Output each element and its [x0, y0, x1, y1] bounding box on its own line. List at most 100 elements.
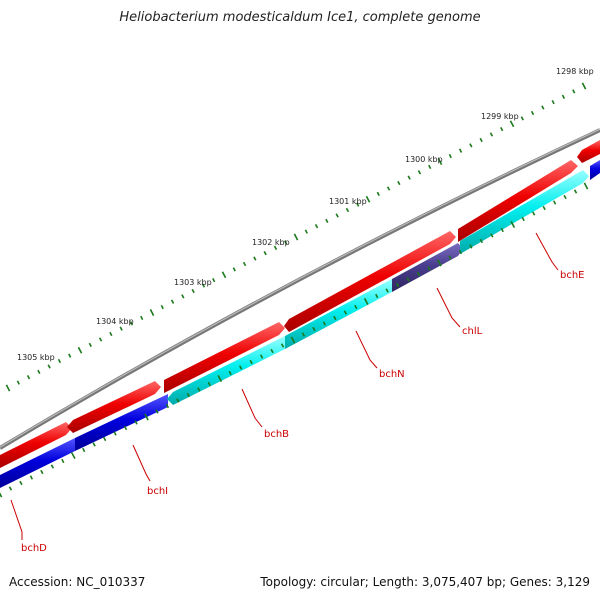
gene-bchI-arrow[interactable] [75, 394, 168, 451]
minor-tick [354, 304, 358, 310]
minor-tick [82, 447, 86, 453]
minor-tick [61, 458, 65, 464]
minor-tick [273, 245, 278, 250]
minor-tick [16, 380, 20, 385]
major-tick [70, 452, 76, 459]
minor-tick [57, 358, 62, 364]
minor-tick [155, 409, 159, 414]
minor-tick [395, 282, 400, 288]
reverse-cds-track [0, 160, 600, 488]
major-tick [583, 182, 589, 190]
minor-tick [375, 293, 379, 299]
minor-tick [37, 369, 41, 374]
minor-tick [191, 288, 195, 294]
minor-tick [284, 240, 288, 245]
minor-tick [520, 116, 524, 121]
kbp-label: 1305 kbp [17, 353, 55, 362]
minor-tick [479, 238, 484, 244]
minor-tick [47, 364, 51, 369]
major-tick [437, 259, 442, 267]
minor-tick [201, 283, 206, 288]
minor-tick [531, 211, 536, 216]
minor-tick [50, 464, 55, 469]
minor-tick [129, 321, 134, 326]
forward-cds-segment[interactable] [164, 322, 285, 393]
forward-cds-segment[interactable] [458, 160, 578, 242]
minor-tick [322, 321, 327, 326]
major-tick [217, 375, 223, 382]
gene-bchN-arrow[interactable] [285, 279, 392, 349]
minor-tick [181, 294, 185, 299]
major-tick [510, 221, 516, 228]
minor-tick [249, 359, 253, 365]
genome-backbone [0, 128, 600, 450]
forward-cds-segment[interactable] [577, 140, 600, 163]
minor-tick [98, 337, 103, 342]
minor-tick [428, 164, 432, 170]
reverse-cds-segment[interactable] [590, 160, 600, 180]
minor-tick [228, 370, 232, 376]
minor-tick [416, 271, 421, 277]
minor-tick [176, 398, 180, 403]
kbp-label: 1301 kbp [329, 197, 367, 206]
genome-summary-text: Topology: circular; Length: 3,075,407 bp… [260, 575, 590, 589]
minor-tick [345, 207, 350, 213]
minor-tick [552, 200, 557, 205]
forward-cds-segment[interactable] [0, 422, 72, 468]
gene-label-bchN[interactable]: bchN [379, 369, 405, 380]
gene-bchB-arrow[interactable] [167, 336, 285, 405]
minor-tick [406, 277, 410, 282]
gene-label-chlL[interactable]: chlL [462, 326, 483, 337]
map-title: Heliobacterium modesticaldum Ice1, compl… [119, 10, 481, 25]
minor-tick [458, 148, 463, 153]
minor-tick [8, 486, 13, 491]
gene-label-bchE[interactable]: bchE [560, 270, 585, 281]
minor-tick [335, 213, 339, 218]
minor-tick [123, 425, 128, 431]
major-tick [0, 492, 3, 498]
gene-label-bchD[interactable]: bchD [21, 543, 47, 554]
major-tick [363, 298, 369, 305]
minor-tick [521, 216, 525, 222]
minor-tick [448, 153, 452, 159]
minor-tick [19, 480, 23, 486]
minor-tick [186, 392, 191, 398]
minor-tick [40, 469, 44, 475]
major-tick [293, 233, 299, 241]
minor-tick [314, 224, 319, 229]
minor-tick [102, 436, 107, 442]
gene-bchD-arrow[interactable] [0, 438, 75, 488]
minor-tick [573, 189, 578, 194]
minor-tick [343, 310, 348, 315]
gene-chlL-arrow[interactable] [392, 243, 463, 292]
minor-tick [301, 332, 306, 337]
gene-bchE-arrow[interactable] [460, 170, 589, 254]
minor-tick [88, 342, 92, 347]
minor-tick [325, 218, 329, 223]
outer-tick-row [5, 82, 587, 392]
major-tick [149, 309, 155, 316]
forward-cds-segment[interactable] [67, 381, 161, 433]
minor-tick [280, 343, 285, 348]
minor-tick [140, 315, 144, 321]
minor-tick [270, 348, 274, 354]
minor-tick [541, 105, 545, 110]
major-tick [437, 158, 443, 165]
gene-label-bchI[interactable]: bchI [147, 486, 168, 497]
major-tick [144, 413, 149, 421]
gene-label-bchB[interactable]: bchB [264, 429, 289, 440]
minor-tick [92, 442, 96, 447]
minor-tick [500, 127, 504, 132]
forward-cds-segment[interactable] [284, 231, 456, 332]
minor-tick [397, 180, 401, 186]
kbp-label: 1303 kbp [174, 278, 212, 287]
minor-tick [551, 100, 555, 105]
kbp-label: 1302 kbp [252, 238, 290, 247]
minor-tick [427, 266, 431, 271]
minor-tick [263, 251, 267, 256]
minor-tick [207, 381, 211, 387]
minor-tick [242, 261, 247, 267]
minor-tick [500, 227, 504, 233]
